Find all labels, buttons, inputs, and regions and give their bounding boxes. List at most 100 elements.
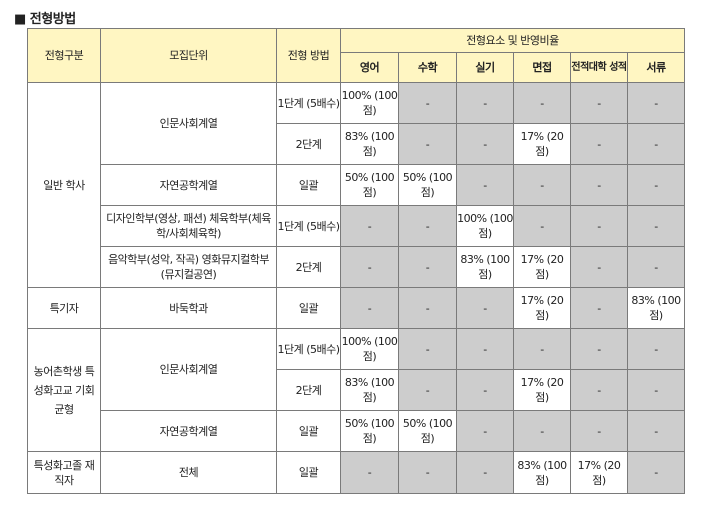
- score-cell: -: [570, 410, 628, 452]
- score-cell: 17% (20점): [513, 369, 571, 411]
- method-cell: 1단계 (5배수): [276, 328, 341, 370]
- table-row: 디자인학부(영상, 패션) 체육학부(체육학/사회체육학) 1단계 (5배수) …: [28, 205, 685, 247]
- table-row: 2단계 83% (100점) - - 17% (20점) - -: [28, 369, 685, 411]
- score-cell: -: [456, 328, 514, 370]
- method-cell: 2단계: [276, 246, 341, 288]
- score-cell: -: [570, 287, 628, 329]
- method-cell: 일괄: [276, 451, 341, 494]
- table-row: 음악학부(성악, 작곡) 영화뮤지컬학부(뮤지컬공연) 2단계 - - 83% …: [28, 246, 685, 288]
- score-cell: 100% (100점): [340, 328, 399, 370]
- unit-cell: 전체: [100, 451, 277, 494]
- score-cell: -: [340, 451, 399, 494]
- unit-cell: 자연공학계열: [100, 410, 277, 452]
- header-practical: 실기: [456, 52, 514, 83]
- unit-cell: 바둑학과: [100, 287, 277, 329]
- score-cell: -: [627, 205, 685, 247]
- score-cell: 83% (100점): [513, 451, 571, 494]
- score-cell: -: [398, 451, 457, 494]
- score-cell: 17% (20점): [513, 246, 571, 288]
- score-cell: -: [513, 164, 571, 206]
- score-cell: -: [456, 123, 514, 165]
- score-cell: 83% (100점): [340, 369, 399, 411]
- score-cell: -: [398, 205, 457, 247]
- method-cell: 2단계: [276, 369, 341, 411]
- score-cell: 50% (100점): [398, 410, 457, 452]
- score-cell: -: [398, 287, 457, 329]
- method-cell: 1단계 (5배수): [276, 82, 341, 124]
- score-cell: -: [570, 205, 628, 247]
- score-cell: -: [398, 328, 457, 370]
- group-special: 특기자: [27, 287, 101, 329]
- unit-cell: 자연공학계열: [100, 164, 277, 206]
- score-cell: 83% (100점): [456, 246, 514, 288]
- score-cell: -: [456, 82, 514, 124]
- header-english: 영어: [340, 52, 399, 83]
- page-title: ■ 전형방법: [14, 12, 76, 27]
- score-cell: -: [627, 369, 685, 411]
- table-row: 자연공학계열 일괄 50% (100점) 50% (100점) - - - -: [28, 410, 685, 452]
- method-cell: 1단계 (5배수): [276, 205, 341, 247]
- score-cell: -: [627, 451, 685, 494]
- header-method: 전형 방법: [276, 28, 341, 83]
- table-row: 일반 학사 인문사회계열 1단계 (5배수) 100% (100점) - - -…: [27, 82, 685, 288]
- score-cell: -: [340, 287, 399, 329]
- score-cell: 50% (100점): [398, 164, 457, 206]
- score-cell: -: [513, 328, 571, 370]
- score-cell: -: [570, 369, 628, 411]
- score-cell: 17% (20점): [570, 451, 628, 494]
- header-interview: 면접: [513, 52, 571, 83]
- score-cell: 83% (100점): [627, 287, 685, 329]
- header-unit: 모집단위: [100, 28, 277, 83]
- score-cell: -: [398, 123, 457, 165]
- table-row: 2단계 83% (100점) - - 17% (20점) - -: [28, 123, 685, 165]
- table-row: 자연공학계열 일괄 50% (100점) 50% (100점) - - - -: [28, 164, 685, 206]
- score-cell: -: [513, 410, 571, 452]
- score-cell: -: [456, 410, 514, 452]
- table-row: 농어촌학생 특성화고교 기회균형 인문사회계열 1단계 (5배수) 100% (…: [27, 328, 685, 452]
- method-cell: 일괄: [276, 410, 341, 452]
- score-cell: -: [627, 410, 685, 452]
- score-cell: -: [570, 123, 628, 165]
- score-cell: -: [513, 205, 571, 247]
- score-cell: -: [513, 82, 571, 124]
- score-cell: -: [627, 82, 685, 124]
- score-cell: -: [340, 205, 399, 247]
- unit-cell: 인문사회계열: [100, 328, 277, 411]
- score-cell: 100% (100점): [340, 82, 399, 124]
- score-cell: 17% (20점): [513, 287, 571, 329]
- score-cell: 50% (100점): [340, 410, 399, 452]
- group-worker: 특성화고졸 재직자: [27, 451, 101, 494]
- score-cell: -: [627, 164, 685, 206]
- unit-cell: 음악학부(성악, 작곡) 영화뮤지컬학부(뮤지컬공연): [100, 246, 277, 288]
- group-general: 일반 학사: [27, 82, 101, 288]
- score-cell: -: [570, 164, 628, 206]
- score-cell: -: [627, 123, 685, 165]
- score-cell: -: [456, 451, 514, 494]
- score-cell: -: [570, 82, 628, 124]
- score-cell: -: [398, 246, 457, 288]
- score-cell: 50% (100점): [340, 164, 399, 206]
- score-cell: -: [456, 164, 514, 206]
- header-elements: 전형요소 및 반영비율: [340, 28, 685, 53]
- score-cell: -: [627, 328, 685, 370]
- score-cell: -: [398, 369, 457, 411]
- score-cell: -: [340, 246, 399, 288]
- group-rural: 농어촌학생 특성화고교 기회균형: [27, 328, 101, 452]
- header-category: 전형구분: [27, 28, 101, 83]
- score-cell: -: [570, 246, 628, 288]
- score-cell: 83% (100점): [340, 123, 399, 165]
- method-cell: 2단계: [276, 123, 341, 165]
- header-math: 수학: [398, 52, 457, 83]
- header-documents: 서류: [627, 52, 685, 83]
- method-cell: 일괄: [276, 164, 341, 206]
- score-cell: -: [627, 246, 685, 288]
- score-cell: -: [456, 369, 514, 411]
- unit-cell: 인문사회계열: [100, 82, 277, 165]
- unit-cell: 디자인학부(영상, 패션) 체육학부(체육학/사회체육학): [100, 205, 277, 247]
- header-prior-grades: 전적대학 성적: [570, 52, 628, 83]
- method-cell: 일괄: [276, 287, 341, 329]
- score-cell: -: [456, 287, 514, 329]
- table-row: 특성화고졸 재직자 전체 일괄 - - - 83% (100점) 17% (20…: [27, 451, 685, 494]
- score-cell: 100% (100점): [456, 205, 514, 247]
- selection-method-table: 전형구분 모집단위 전형 방법 전형요소 및 반영비율 영어 수학 실기 면접 …: [27, 28, 685, 494]
